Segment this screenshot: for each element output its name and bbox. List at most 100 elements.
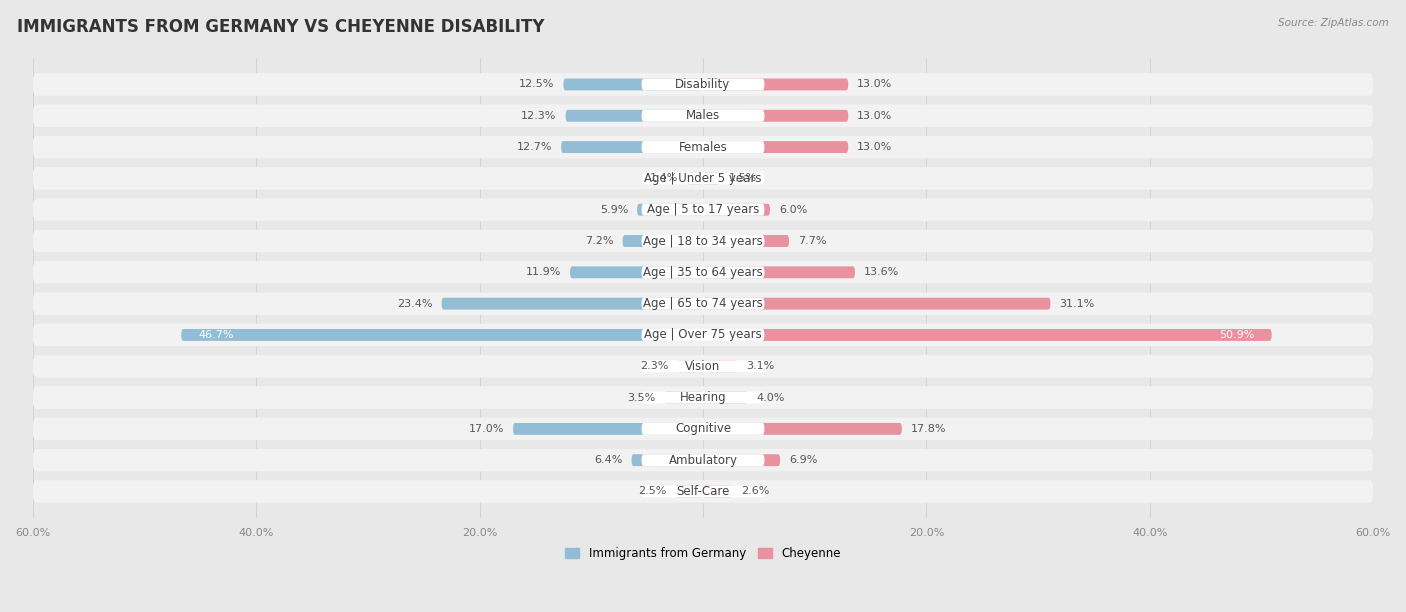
FancyBboxPatch shape bbox=[32, 324, 1374, 346]
Text: Age | Over 75 years: Age | Over 75 years bbox=[644, 329, 762, 341]
Text: 1.4%: 1.4% bbox=[650, 173, 679, 184]
Text: 13.0%: 13.0% bbox=[858, 142, 893, 152]
FancyBboxPatch shape bbox=[181, 329, 703, 341]
FancyBboxPatch shape bbox=[641, 297, 765, 310]
Text: 23.4%: 23.4% bbox=[396, 299, 433, 308]
Text: 2.6%: 2.6% bbox=[741, 487, 769, 496]
FancyBboxPatch shape bbox=[623, 235, 703, 247]
Text: 5.9%: 5.9% bbox=[600, 204, 628, 215]
FancyBboxPatch shape bbox=[688, 173, 703, 184]
Text: 11.9%: 11.9% bbox=[526, 267, 561, 277]
Text: Males: Males bbox=[686, 110, 720, 122]
Text: 12.3%: 12.3% bbox=[522, 111, 557, 121]
FancyBboxPatch shape bbox=[703, 360, 738, 372]
Text: 4.0%: 4.0% bbox=[756, 392, 785, 403]
Text: 2.3%: 2.3% bbox=[640, 361, 668, 371]
Text: Self-Care: Self-Care bbox=[676, 485, 730, 498]
FancyBboxPatch shape bbox=[703, 266, 855, 278]
Text: 7.2%: 7.2% bbox=[585, 236, 613, 246]
FancyBboxPatch shape bbox=[569, 266, 703, 278]
Text: Age | 65 to 74 years: Age | 65 to 74 years bbox=[643, 297, 763, 310]
FancyBboxPatch shape bbox=[703, 423, 901, 435]
Text: Source: ZipAtlas.com: Source: ZipAtlas.com bbox=[1278, 18, 1389, 28]
Text: Vision: Vision bbox=[685, 360, 721, 373]
FancyBboxPatch shape bbox=[641, 173, 765, 184]
FancyBboxPatch shape bbox=[678, 360, 703, 372]
FancyBboxPatch shape bbox=[32, 261, 1374, 283]
FancyBboxPatch shape bbox=[641, 423, 765, 435]
Text: Age | 35 to 64 years: Age | 35 to 64 years bbox=[643, 266, 763, 279]
Text: 6.4%: 6.4% bbox=[595, 455, 623, 465]
Text: 1.5%: 1.5% bbox=[728, 173, 756, 184]
FancyBboxPatch shape bbox=[441, 297, 703, 310]
Text: 3.5%: 3.5% bbox=[627, 392, 655, 403]
FancyBboxPatch shape bbox=[32, 293, 1374, 315]
FancyBboxPatch shape bbox=[703, 173, 720, 184]
Text: Cognitive: Cognitive bbox=[675, 422, 731, 435]
Text: 6.0%: 6.0% bbox=[779, 204, 807, 215]
FancyBboxPatch shape bbox=[641, 454, 765, 466]
FancyBboxPatch shape bbox=[32, 105, 1374, 127]
Text: 50.9%: 50.9% bbox=[1219, 330, 1256, 340]
FancyBboxPatch shape bbox=[32, 449, 1374, 471]
FancyBboxPatch shape bbox=[637, 204, 703, 215]
Text: Ambulatory: Ambulatory bbox=[668, 453, 738, 467]
Text: 12.5%: 12.5% bbox=[519, 80, 554, 89]
Text: 2.5%: 2.5% bbox=[638, 487, 666, 496]
FancyBboxPatch shape bbox=[703, 454, 780, 466]
Text: Hearing: Hearing bbox=[679, 391, 727, 404]
Text: Age | 18 to 34 years: Age | 18 to 34 years bbox=[643, 234, 763, 247]
Text: 46.7%: 46.7% bbox=[198, 330, 233, 340]
FancyBboxPatch shape bbox=[703, 329, 1271, 341]
Text: Disability: Disability bbox=[675, 78, 731, 91]
FancyBboxPatch shape bbox=[703, 392, 748, 403]
Text: Age | Under 5 years: Age | Under 5 years bbox=[644, 172, 762, 185]
FancyBboxPatch shape bbox=[641, 235, 765, 247]
Text: 13.0%: 13.0% bbox=[858, 111, 893, 121]
Text: 3.1%: 3.1% bbox=[747, 361, 775, 371]
FancyBboxPatch shape bbox=[664, 392, 703, 403]
FancyBboxPatch shape bbox=[32, 73, 1374, 95]
FancyBboxPatch shape bbox=[513, 423, 703, 435]
FancyBboxPatch shape bbox=[641, 78, 765, 91]
FancyBboxPatch shape bbox=[32, 386, 1374, 409]
FancyBboxPatch shape bbox=[703, 110, 848, 122]
Text: Age | 5 to 17 years: Age | 5 to 17 years bbox=[647, 203, 759, 216]
FancyBboxPatch shape bbox=[703, 485, 733, 498]
FancyBboxPatch shape bbox=[703, 78, 848, 91]
Text: 13.6%: 13.6% bbox=[863, 267, 900, 277]
FancyBboxPatch shape bbox=[641, 204, 765, 215]
Text: 31.1%: 31.1% bbox=[1059, 299, 1095, 308]
Text: IMMIGRANTS FROM GERMANY VS CHEYENNE DISABILITY: IMMIGRANTS FROM GERMANY VS CHEYENNE DISA… bbox=[17, 18, 544, 36]
FancyBboxPatch shape bbox=[32, 136, 1374, 159]
FancyBboxPatch shape bbox=[631, 454, 703, 466]
Text: 6.9%: 6.9% bbox=[789, 455, 817, 465]
FancyBboxPatch shape bbox=[32, 355, 1374, 378]
FancyBboxPatch shape bbox=[641, 266, 765, 278]
FancyBboxPatch shape bbox=[641, 141, 765, 153]
FancyBboxPatch shape bbox=[32, 198, 1374, 221]
Text: 7.7%: 7.7% bbox=[799, 236, 827, 246]
FancyBboxPatch shape bbox=[641, 392, 765, 403]
FancyBboxPatch shape bbox=[641, 110, 765, 122]
Text: 12.7%: 12.7% bbox=[516, 142, 553, 152]
FancyBboxPatch shape bbox=[641, 485, 765, 498]
FancyBboxPatch shape bbox=[32, 230, 1374, 252]
FancyBboxPatch shape bbox=[32, 480, 1374, 503]
FancyBboxPatch shape bbox=[641, 360, 765, 372]
Text: 13.0%: 13.0% bbox=[858, 80, 893, 89]
FancyBboxPatch shape bbox=[32, 417, 1374, 440]
FancyBboxPatch shape bbox=[564, 78, 703, 91]
FancyBboxPatch shape bbox=[675, 485, 703, 498]
FancyBboxPatch shape bbox=[641, 329, 765, 341]
FancyBboxPatch shape bbox=[32, 167, 1374, 190]
FancyBboxPatch shape bbox=[561, 141, 703, 153]
FancyBboxPatch shape bbox=[703, 204, 770, 215]
Legend: Immigrants from Germany, Cheyenne: Immigrants from Germany, Cheyenne bbox=[561, 543, 845, 565]
FancyBboxPatch shape bbox=[703, 297, 1050, 310]
Text: 17.8%: 17.8% bbox=[911, 424, 946, 434]
Text: 17.0%: 17.0% bbox=[468, 424, 505, 434]
FancyBboxPatch shape bbox=[703, 141, 848, 153]
FancyBboxPatch shape bbox=[703, 235, 789, 247]
FancyBboxPatch shape bbox=[565, 110, 703, 122]
